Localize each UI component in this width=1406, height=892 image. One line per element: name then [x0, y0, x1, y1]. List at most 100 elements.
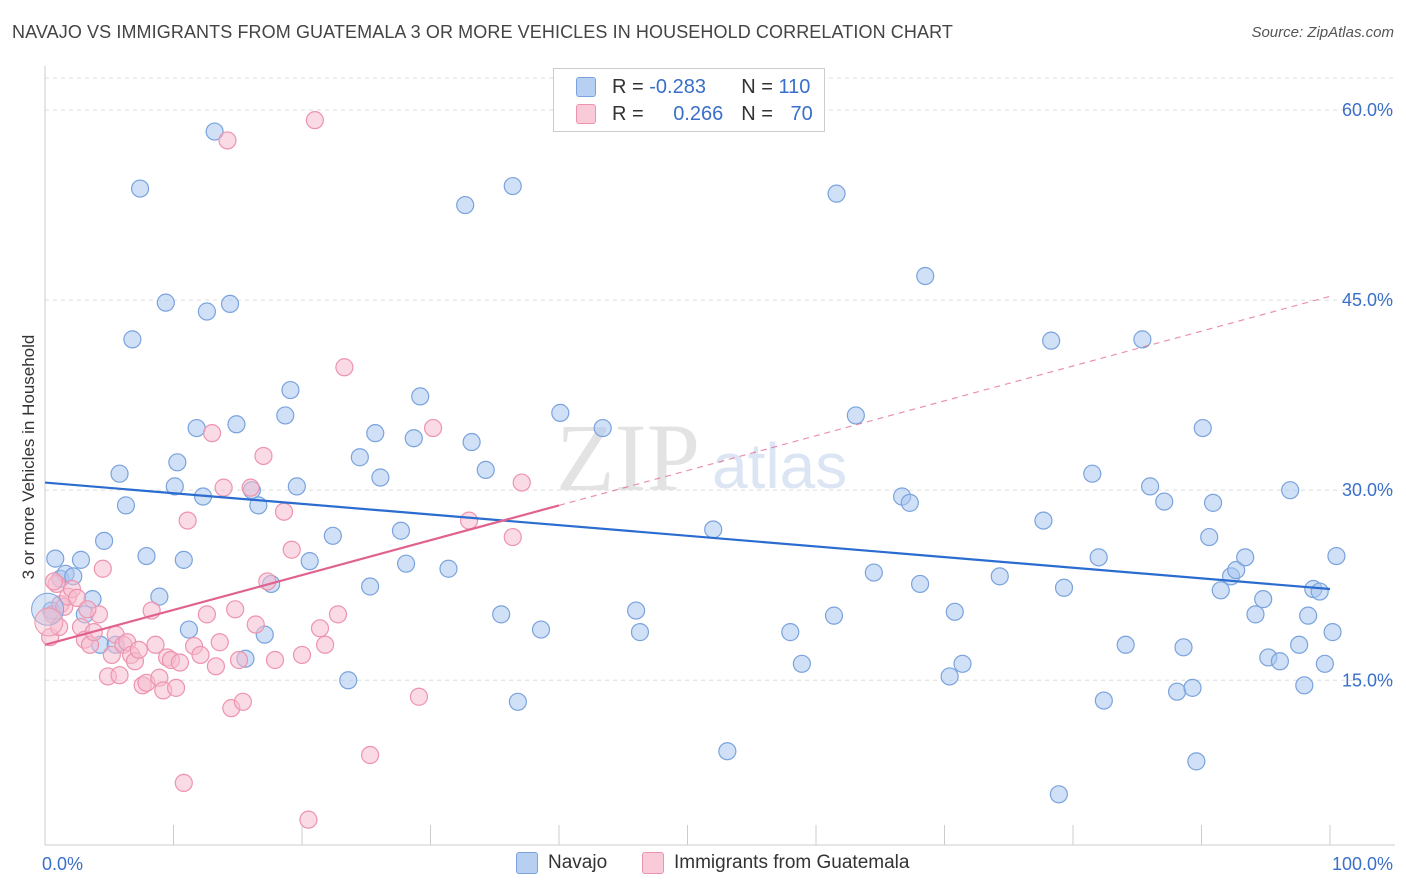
navajo-point: [990, 567, 1009, 586]
legend-row-guatemala: R = 0.266 N = 70: [576, 100, 813, 128]
navajo-point: [846, 406, 865, 425]
navajo-point: [396, 554, 416, 573]
navajo-point: [1167, 682, 1187, 701]
guatemala-point: [409, 687, 429, 706]
navajo-point: [168, 453, 187, 472]
navajo-point: [391, 521, 411, 540]
navajo-point: [156, 293, 175, 312]
watermark-zip: ZIP: [556, 404, 700, 511]
guatemala-point: [214, 478, 233, 497]
navajo-point: [1174, 638, 1193, 657]
navajo-n-label: N =: [741, 75, 779, 98]
navajo-point: [1140, 477, 1160, 496]
guatemala-point: [305, 111, 324, 130]
guatemala-point: [246, 615, 265, 634]
guatemala-point: [202, 424, 222, 443]
navajo-point: [174, 550, 193, 569]
bottom-legend-guatemala: Immigrants from Guatemala: [642, 852, 909, 874]
navajo-point: [1227, 560, 1246, 580]
navajo-point: [1187, 752, 1206, 771]
guatemala-n-value: 70: [790, 102, 813, 125]
navajo-point: [1236, 548, 1255, 567]
navajo-point: [110, 464, 129, 483]
navajo-point: [300, 552, 319, 571]
navajo-point: [1116, 635, 1135, 654]
guatemala-point-large: [34, 607, 64, 637]
guatemala-point: [218, 131, 237, 150]
navajo-r-label: R =: [612, 75, 650, 98]
navajo-point: [404, 429, 423, 448]
navajo-point: [71, 550, 91, 569]
navajo-point: [227, 415, 246, 434]
guatemala-point: [78, 600, 97, 619]
navajo-point: [187, 418, 206, 438]
navajo-point: [1211, 581, 1230, 600]
navajo-point: [197, 302, 217, 321]
navajo-point: [1083, 464, 1102, 483]
guatemala-point: [258, 572, 277, 591]
navajo-point: [945, 602, 964, 621]
guatemala-swatch: [576, 104, 596, 124]
navajo-point: [46, 549, 65, 568]
guatemala-n-label: N =: [741, 102, 779, 125]
navajo-point: [150, 587, 169, 606]
navajo-point: [781, 623, 800, 642]
bottom-guatemala-label: Immigrants from Guatemala: [674, 852, 910, 873]
guatemala-point: [254, 446, 273, 466]
guatemala-point: [310, 619, 330, 638]
navajo-point: [1299, 606, 1318, 625]
guatemala-point: [210, 633, 229, 652]
guatemala-point: [110, 666, 129, 685]
guatemala-point: [233, 692, 252, 711]
navajo-point: [287, 477, 306, 496]
navajo-point: [276, 406, 295, 425]
navajo-point: [1310, 582, 1329, 601]
navajo-point: [704, 520, 723, 539]
guatemala-point: [292, 645, 312, 665]
points-layer: [31, 111, 1346, 829]
navajo-point: [1049, 785, 1068, 804]
guatemala-point: [226, 600, 245, 619]
navajo-point: [1246, 605, 1265, 624]
navajo-point: [95, 531, 114, 550]
navajo-point: [593, 418, 612, 438]
watermark: ZIP atlas: [556, 404, 847, 511]
guatemala-point: [50, 617, 69, 637]
guatemala-point: [174, 773, 193, 793]
y-axis-label: 3 or more Vehicles in Household: [19, 335, 38, 580]
navajo-point: [1254, 590, 1273, 609]
guatemala-point: [316, 635, 335, 654]
guatemala-point: [241, 478, 260, 497]
y-tick-label: 45.0%: [1342, 290, 1393, 310]
guatemala-point: [166, 678, 186, 697]
navajo-point: [1034, 511, 1053, 530]
navajo-point: [953, 654, 972, 673]
navajo-point: [492, 605, 511, 624]
guatemala-point: [423, 418, 443, 438]
navajo-point: [551, 403, 570, 422]
navajo-point: [1054, 578, 1074, 597]
tick-label-layer: 15.0% 30.0% 45.0% 60.0% 0.0% 100.0%: [42, 100, 1393, 874]
guatemala-point: [335, 358, 354, 377]
chart-title: NAVAJO VS IMMIGRANTS FROM GUATEMALA 3 OR…: [12, 22, 953, 42]
y-tick-label: 15.0%: [1342, 670, 1393, 690]
guatemala-point: [44, 572, 64, 591]
guatemala-point: [68, 588, 87, 607]
navajo-point: [1315, 654, 1334, 673]
navajo-point: [220, 294, 240, 313]
navajo-point: [439, 559, 458, 578]
navajo-point: [476, 460, 495, 480]
navajo-point: [1133, 330, 1152, 349]
navajo-point: [1155, 492, 1174, 511]
navajo-point: [1200, 527, 1219, 547]
navajo-r-value: -0.283: [649, 75, 706, 98]
bottom-guatemala-swatch: [642, 852, 664, 874]
navajo-swatch: [576, 77, 596, 97]
source-credit: Source: ZipAtlas.com: [1251, 24, 1394, 41]
guatemala-point: [206, 657, 226, 676]
guatemala-trend-extension: [558, 295, 1331, 506]
guatemala-point: [265, 650, 285, 670]
guatemala-trend-line: [44, 504, 560, 646]
bottom-navajo-swatch: [516, 852, 538, 874]
navajo-point: [366, 424, 385, 443]
